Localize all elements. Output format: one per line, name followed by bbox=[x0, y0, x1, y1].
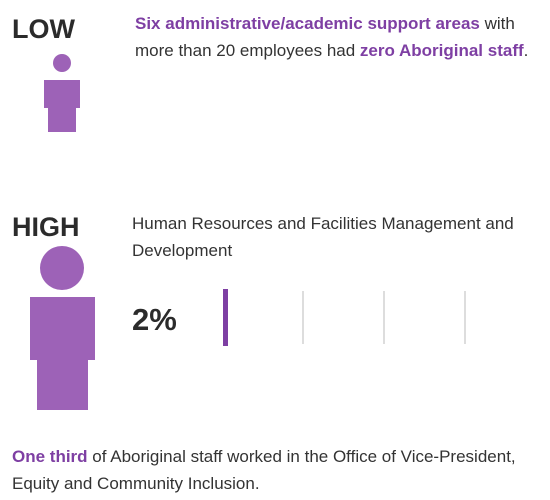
scale-line bbox=[383, 291, 385, 344]
person-icons bbox=[30, 54, 95, 410]
high-percent: 2% bbox=[132, 302, 177, 337]
high-text: Human Resources and Facilities Managemen… bbox=[132, 214, 514, 260]
scale-line bbox=[302, 291, 304, 344]
small-person-head bbox=[53, 54, 71, 72]
text: of Aboriginal staff worked in the Office… bbox=[12, 447, 516, 493]
high-label: HIGH bbox=[12, 212, 80, 242]
scale bbox=[223, 289, 466, 346]
highlight-text: Six administrative/academic support area… bbox=[135, 14, 480, 33]
footer-text: One third of Aboriginal staff worked in … bbox=[12, 443, 542, 497]
scale-bar bbox=[223, 289, 228, 346]
small-person-body bbox=[44, 80, 80, 132]
text: with more than 20 employees had bbox=[135, 14, 515, 60]
low-text: Six administrative/academic support area… bbox=[135, 10, 545, 64]
highlight-text: One third bbox=[12, 447, 88, 466]
scale-line bbox=[464, 291, 466, 344]
low-label: LOW bbox=[12, 14, 75, 44]
large-person-head bbox=[40, 246, 84, 290]
large-person-body bbox=[30, 297, 95, 410]
text: . bbox=[523, 41, 529, 60]
highlight-text: zero Aboriginal staff bbox=[359, 41, 524, 60]
